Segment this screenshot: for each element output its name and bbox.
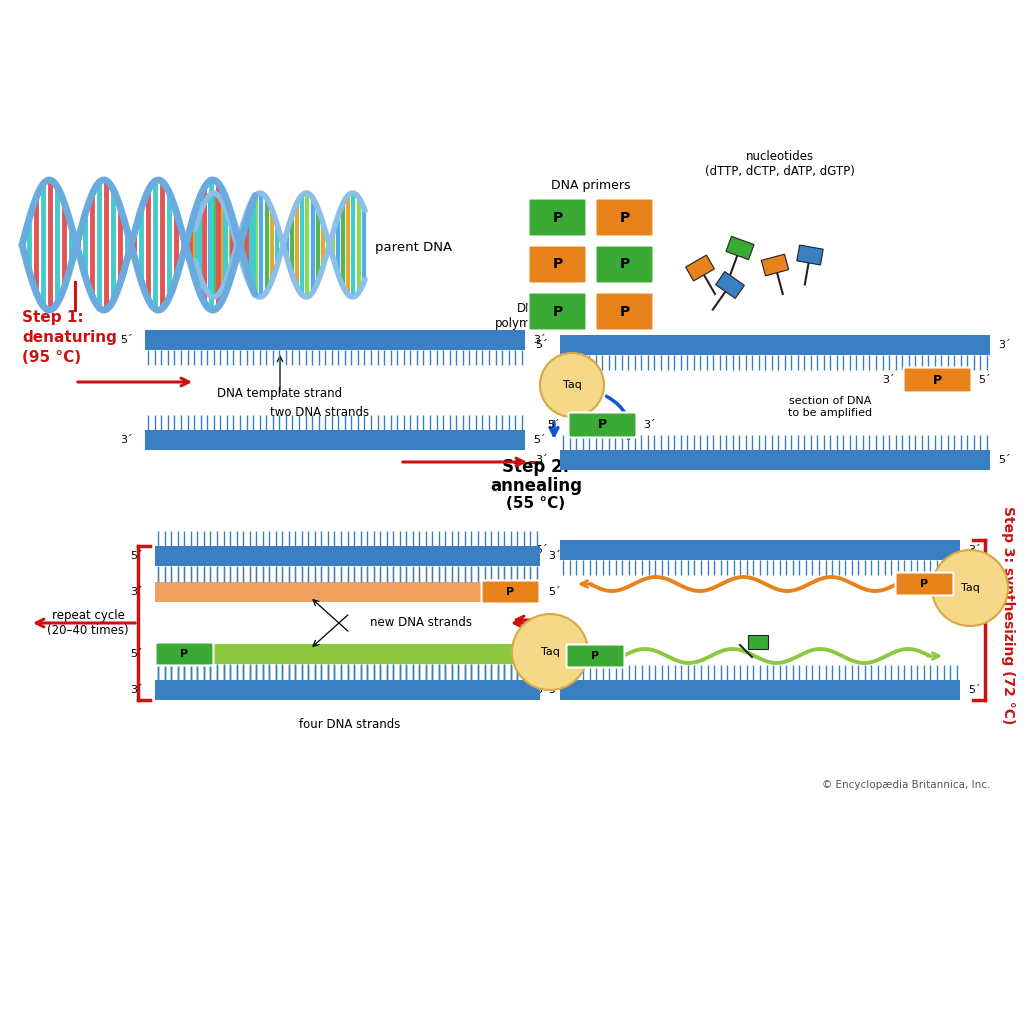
Text: denaturing: denaturing <box>22 330 117 345</box>
Text: 5´: 5´ <box>130 649 143 659</box>
Text: 5´: 5´ <box>536 340 548 350</box>
Text: (95 °C): (95 °C) <box>22 350 81 365</box>
Text: Step 3: synthesizing (72 °C): Step 3: synthesizing (72 °C) <box>1001 506 1015 724</box>
Bar <box>560 450 990 470</box>
Text: 3´: 3´ <box>130 587 143 597</box>
Text: 3´: 3´ <box>536 455 548 465</box>
Text: 3´: 3´ <box>130 685 143 695</box>
Bar <box>155 680 540 700</box>
FancyBboxPatch shape <box>596 246 653 284</box>
FancyBboxPatch shape <box>156 642 213 666</box>
Text: Taq: Taq <box>541 647 559 657</box>
Bar <box>155 644 540 664</box>
FancyBboxPatch shape <box>528 293 587 331</box>
Text: 5´: 5´ <box>121 335 133 345</box>
Text: DNA primers: DNA primers <box>551 179 631 193</box>
Bar <box>155 582 540 602</box>
FancyBboxPatch shape <box>903 368 972 392</box>
Bar <box>145 430 525 450</box>
Text: 5´: 5´ <box>534 435 546 445</box>
Text: Step 2:: Step 2: <box>503 458 569 476</box>
Bar <box>797 245 823 265</box>
Text: four DNA strands: four DNA strands <box>299 718 400 731</box>
Bar <box>560 680 961 700</box>
Text: nucleotides
(dTTP, dCTP, dATP, dGTP): nucleotides (dTTP, dCTP, dATP, dGTP) <box>706 150 855 178</box>
Text: 5´: 5´ <box>998 455 1011 465</box>
Text: Taq: Taq <box>562 380 582 390</box>
Circle shape <box>932 550 1008 626</box>
Text: P: P <box>598 419 607 431</box>
Text: section of DNA
to be amplified: section of DNA to be amplified <box>787 396 872 418</box>
Text: 3´: 3´ <box>534 335 546 345</box>
Text: 5´: 5´ <box>536 545 548 555</box>
Text: Taq: Taq <box>961 583 979 593</box>
Text: P: P <box>552 211 562 224</box>
Bar <box>686 255 715 281</box>
Bar <box>560 335 990 355</box>
Text: P: P <box>620 211 630 224</box>
FancyBboxPatch shape <box>566 644 625 668</box>
Text: 5´: 5´ <box>978 375 990 385</box>
Bar <box>155 546 540 566</box>
Bar <box>726 237 754 260</box>
Text: parent DNA: parent DNA <box>375 242 453 255</box>
Text: P: P <box>933 374 942 386</box>
Text: DNA
polymerase: DNA polymerase <box>496 302 564 330</box>
Text: 3´: 3´ <box>968 545 981 555</box>
Text: P: P <box>552 257 562 271</box>
FancyBboxPatch shape <box>568 413 637 437</box>
Text: P: P <box>620 304 630 318</box>
Text: 5´: 5´ <box>548 420 560 430</box>
Text: P: P <box>552 304 562 318</box>
Text: annealing: annealing <box>490 477 582 495</box>
FancyBboxPatch shape <box>596 199 653 237</box>
FancyBboxPatch shape <box>528 199 587 237</box>
Circle shape <box>540 353 604 417</box>
Text: 5´: 5´ <box>968 685 981 695</box>
Text: (55 °C): (55 °C) <box>507 496 565 511</box>
Bar <box>761 254 788 275</box>
Bar <box>748 635 768 649</box>
Text: © Encyclopædia Britannica, Inc.: © Encyclopædia Britannica, Inc. <box>821 780 990 790</box>
FancyBboxPatch shape <box>596 293 653 331</box>
Text: new DNA strands: new DNA strands <box>370 616 472 630</box>
Bar <box>716 271 744 298</box>
FancyBboxPatch shape <box>896 572 953 596</box>
Text: 5´: 5´ <box>130 551 143 561</box>
Bar <box>560 540 961 560</box>
Text: Step 1:: Step 1: <box>22 310 84 325</box>
FancyBboxPatch shape <box>481 581 540 603</box>
Text: P: P <box>592 651 600 662</box>
Text: repeat cycle
(20–40 times): repeat cycle (20–40 times) <box>47 609 129 637</box>
Text: 5´: 5´ <box>548 685 560 695</box>
Text: 3´: 3´ <box>548 649 560 659</box>
Text: P: P <box>921 579 929 589</box>
Text: 3´: 3´ <box>883 375 895 385</box>
Text: P: P <box>180 649 188 659</box>
Text: two DNA strands: two DNA strands <box>270 406 370 419</box>
Text: 3´: 3´ <box>121 435 133 445</box>
Text: 5´: 5´ <box>548 587 560 597</box>
Text: P: P <box>507 587 515 597</box>
Circle shape <box>512 614 588 690</box>
Text: 3´: 3´ <box>643 420 655 430</box>
Text: 3´: 3´ <box>998 340 1011 350</box>
Text: DNA template strand: DNA template strand <box>217 387 343 400</box>
Text: 3´: 3´ <box>536 685 548 695</box>
Bar <box>145 330 525 350</box>
Text: P: P <box>620 257 630 271</box>
Text: 3´: 3´ <box>548 551 560 561</box>
FancyBboxPatch shape <box>528 246 587 284</box>
